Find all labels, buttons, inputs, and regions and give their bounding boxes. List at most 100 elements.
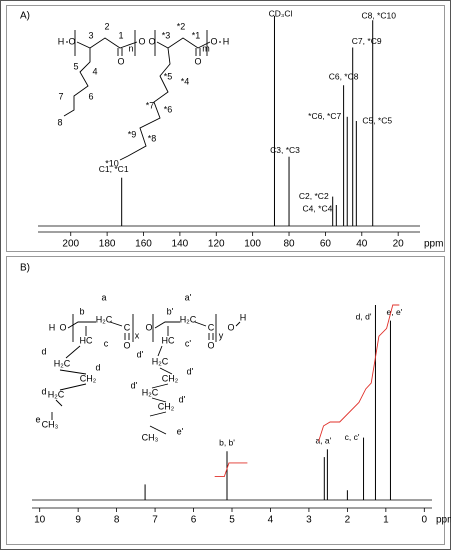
structure-label: x [135,330,140,340]
bond [149,326,173,435]
x-tick-label: 9 [75,515,81,526]
peak-label: a, a' [315,436,331,446]
structure-label: H₂C [142,387,159,397]
structure-label: CH₃ [42,419,59,429]
x-tick-label: 8 [114,515,120,526]
structure-label: C [208,322,215,332]
structure-label: *3 [162,30,171,40]
bond [154,30,221,56]
structure-label: H₂C [96,314,113,324]
structure-label: O [117,56,124,66]
panel-label: B) [20,263,30,274]
structure-label: O [210,36,217,46]
bond [152,314,241,342]
structure-label: 7 [58,91,63,101]
x-tick-label: 10 [34,515,46,526]
structure-label: O [194,56,201,66]
x-tick-label: 60 [320,239,332,250]
structure-label: b [79,306,84,316]
structure-label: CH₂ [158,401,175,411]
structure-label: b' [167,306,174,316]
structure-label: *5 [164,71,173,81]
x-tick-label: 80 [283,239,295,250]
structure-label: 2 [104,21,109,31]
x-tick-label: 0 [422,515,428,526]
peak-label: *C6, *C7 [308,111,341,121]
structure-label: O [145,322,152,332]
peak-label: C7, *C9 [352,36,382,46]
x-tick-label: 120 [208,239,225,250]
x-tick-label: 6 [191,515,197,526]
structure-label: CH₂ [80,373,97,383]
structure-label: d' [137,349,144,359]
structure-label: O [227,322,234,332]
x-tick-label: 100 [244,239,261,250]
x-axis-label: ppm [436,515,451,526]
peak-label: C4, *C4 [303,203,333,213]
panel-label: A) [20,11,30,22]
structure-label: c [104,338,109,348]
x-tick-label: 4 [268,515,274,526]
structure-label: HC [162,335,175,345]
peak-label: C3, *C3 [270,145,300,155]
x-tick-label: 160 [135,239,152,250]
bond [51,326,87,420]
structure-label: H₂C [180,314,197,324]
peak-label: C6, *C8 [329,72,359,82]
structure-label: *2 [177,21,186,31]
structure-label: H [49,322,56,332]
structure-label: c' [185,338,192,348]
structure-label: *4 [181,76,190,86]
structure-label: H [240,312,247,322]
structure-label: e [35,414,40,424]
x-tick-label: 180 [99,239,116,250]
structure-label: a [101,292,106,302]
structure-label: e' [177,426,184,436]
structure-label: O [68,36,75,46]
peak-label: C8, *C10 [361,10,396,20]
structure-label: O [207,340,214,350]
x-tick-label: 20 [393,239,405,250]
structure-label: H₂C [48,389,65,399]
structure-label: d' [179,394,186,404]
peak-label: CD₃Cl [269,8,293,18]
peak-label: C2, *C2 [299,191,329,201]
structure-label: *6 [164,104,173,114]
peak-label: c, c' [345,432,360,442]
structure-label: *10 [105,158,119,168]
x-tick-label: 40 [356,239,368,250]
structure-label: HC [80,335,93,345]
structure-label: d' [131,380,138,390]
structure-label: H [223,36,230,46]
peak-label: C1, *C1 [99,164,129,174]
structure-label: *7 [146,100,155,110]
structure-label: *1 [192,30,201,40]
x-tick-label: 3 [306,515,312,526]
structure-label: 4 [92,66,97,76]
x-tick-label: 200 [62,239,79,250]
structure-label: C [124,322,131,332]
x-tick-label: 2 [345,515,351,526]
peak-label: e, e' [387,307,403,317]
structure-label: *8 [148,133,157,143]
structure-label: H₂C [54,358,71,368]
peak-label: d, d' [356,311,372,321]
peak-label: C5, *C5 [362,115,392,125]
structure-label: CH₃ [142,432,159,442]
structure-b-bonds [51,314,241,435]
structure-label: 3 [88,30,93,40]
structure-label: d [41,346,46,356]
structure-label: y [219,330,224,340]
structure-label: 8 [57,117,62,127]
structure-label: d' [187,366,194,376]
structure-label: *9 [128,129,137,139]
structure-label: O [148,36,155,46]
structure-label: O [138,36,145,46]
integral-curve [214,304,400,478]
structure-label: H [58,36,65,46]
structure-label: d [41,386,46,396]
structure-label: CH₂ [162,373,179,383]
structure-label: O [123,340,130,350]
